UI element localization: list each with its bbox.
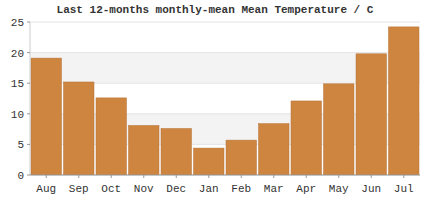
x-tick <box>111 175 112 178</box>
x-tick-label: May <box>329 183 349 195</box>
x-tick <box>78 175 79 178</box>
y-tick-label: 25 <box>11 17 24 29</box>
x-axis <box>30 175 420 176</box>
x-tick-label: Sep <box>69 183 89 195</box>
grid-line <box>30 175 420 176</box>
y-tick-label: 0 <box>17 170 24 182</box>
bar <box>356 54 387 175</box>
bar <box>226 140 257 175</box>
x-tick <box>371 175 372 178</box>
y-tick-label: 5 <box>17 139 24 151</box>
bar <box>389 27 420 175</box>
bars <box>31 27 419 175</box>
x-tick <box>143 175 144 178</box>
x-tick <box>176 175 177 178</box>
x-tick-label: Feb <box>231 183 251 195</box>
x-tick-label: Apr <box>296 183 316 195</box>
grid <box>30 22 420 175</box>
bar <box>259 124 290 175</box>
x-tick <box>273 175 274 178</box>
y-tick <box>27 175 30 176</box>
x-tick-label: Nov <box>134 183 154 195</box>
y-tick <box>27 144 30 145</box>
chart: Last 12-months monthly-mean Mean Tempera… <box>0 0 430 200</box>
title: Last 12-months monthly-mean Mean Tempera… <box>57 4 374 16</box>
bar <box>96 98 127 175</box>
x-tick-label: Aug <box>36 183 56 195</box>
y-tick <box>27 113 30 114</box>
bar <box>161 128 192 175</box>
x-tick-label: Jul <box>394 183 414 195</box>
x-tick-label: Dec <box>166 183 186 195</box>
grid-line <box>30 22 420 23</box>
x-tick <box>208 175 209 178</box>
bar <box>129 125 160 175</box>
x-tick <box>241 175 242 178</box>
y-tick <box>27 22 30 23</box>
x-tick <box>46 175 47 178</box>
x-tick-label: Oct <box>101 183 121 195</box>
bar <box>31 58 62 175</box>
y-axis <box>30 22 31 175</box>
bar <box>291 101 322 175</box>
bar <box>194 148 225 175</box>
x-tick <box>403 175 404 178</box>
x-tick <box>306 175 307 178</box>
bar <box>64 82 95 175</box>
bar <box>324 84 355 175</box>
y-tick <box>27 52 30 53</box>
y-tick-label: 10 <box>11 109 24 121</box>
x-tick-label: Mar <box>264 183 284 195</box>
x-tick-label: Jan <box>199 183 219 195</box>
x-tick <box>338 175 339 178</box>
y-tick <box>27 83 30 84</box>
y-tick-label: 15 <box>11 78 24 90</box>
x-tick-label: Jun <box>361 183 381 195</box>
grid-line <box>30 52 420 53</box>
y-tick-label: 20 <box>11 48 24 60</box>
